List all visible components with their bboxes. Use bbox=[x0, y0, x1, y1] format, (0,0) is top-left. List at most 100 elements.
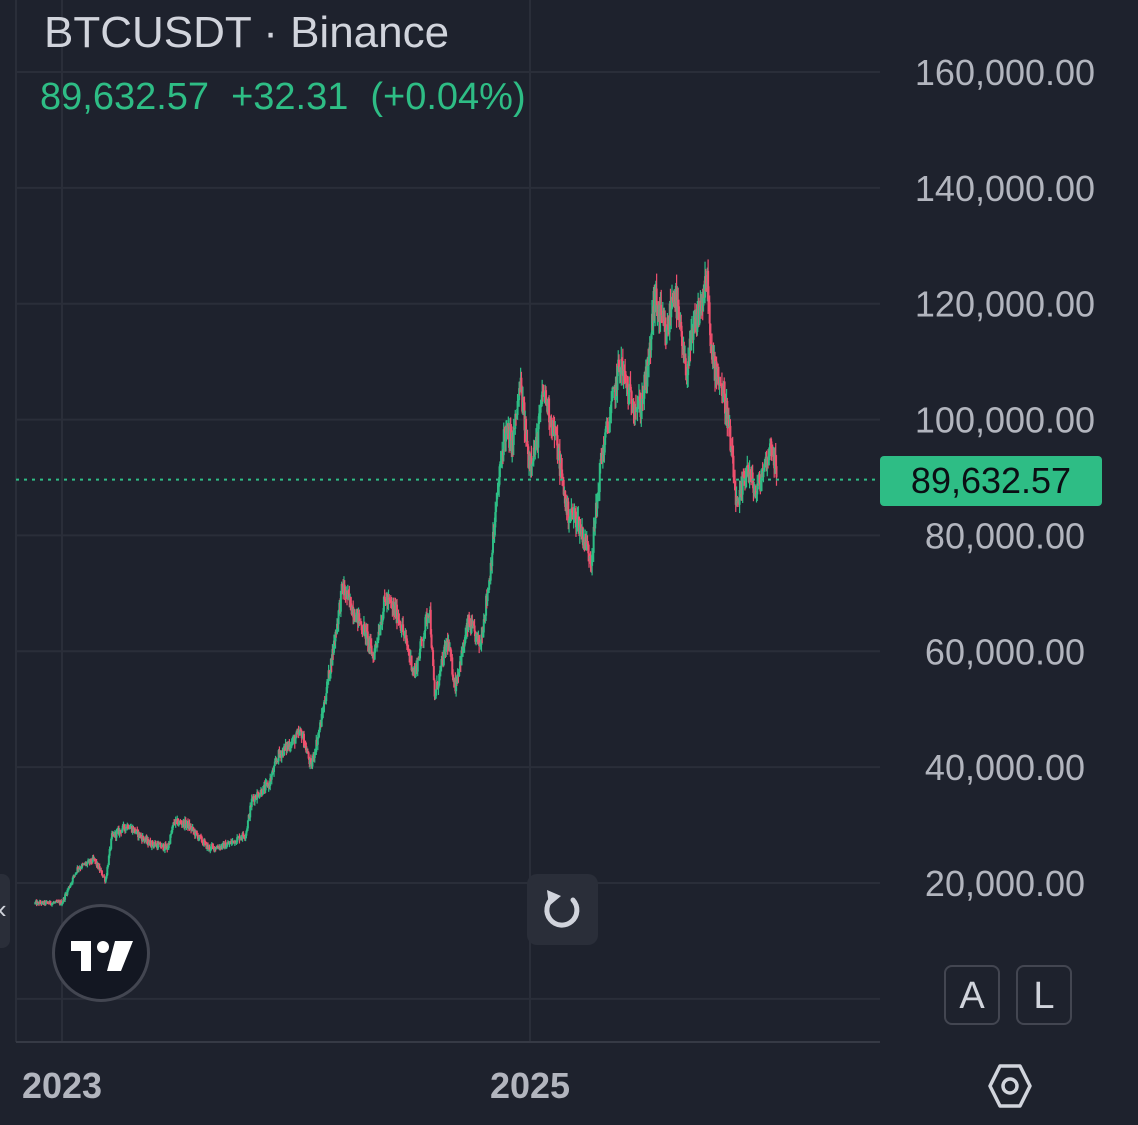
candle-body bbox=[774, 454, 777, 467]
candle-body bbox=[731, 448, 734, 456]
auto-scale-button[interactable]: A bbox=[944, 965, 1000, 1025]
candle-body bbox=[316, 737, 319, 745]
candle-body bbox=[472, 624, 475, 626]
candle-body bbox=[707, 270, 710, 300]
candle-body bbox=[419, 638, 422, 649]
candle-body bbox=[105, 875, 108, 879]
candle-body bbox=[638, 396, 641, 400]
log-scale-button[interactable]: L bbox=[1016, 965, 1072, 1025]
candle-body bbox=[39, 901, 42, 904]
candle-body bbox=[372, 653, 375, 658]
price-tick-label: 20,000.00 bbox=[925, 863, 1085, 904]
candle-body bbox=[496, 492, 499, 494]
candle-body bbox=[80, 864, 83, 868]
candle-body bbox=[195, 830, 198, 833]
candle-body bbox=[226, 844, 229, 847]
candle-body bbox=[64, 894, 67, 900]
candle-body bbox=[665, 327, 668, 344]
candle-body bbox=[627, 387, 630, 404]
candle-body bbox=[623, 369, 626, 371]
price-axis[interactable]: 20,000.00 40,000.00 60,000.00 80,000.00 100,… bbox=[915, 52, 1095, 904]
candle-body bbox=[66, 890, 69, 895]
candle-body bbox=[468, 615, 471, 624]
candle-body bbox=[499, 461, 502, 465]
candle-body bbox=[346, 590, 349, 598]
candle-body bbox=[100, 870, 103, 876]
candle-body bbox=[243, 837, 246, 839]
candle-body bbox=[576, 517, 579, 525]
candle-body bbox=[568, 520, 571, 523]
candle-body bbox=[283, 746, 286, 756]
candle-body bbox=[379, 629, 382, 635]
candle-body bbox=[594, 502, 597, 518]
candle-body bbox=[634, 407, 637, 416]
candle-body bbox=[407, 649, 410, 651]
candle-body bbox=[634, 407, 637, 411]
candle-body bbox=[670, 308, 673, 318]
candle-body bbox=[382, 597, 385, 612]
symbol-title[interactable]: BTCUSDT · Binance bbox=[44, 8, 450, 57]
candle-body bbox=[166, 846, 169, 850]
candle-body bbox=[80, 867, 83, 869]
candle-body bbox=[153, 844, 156, 847]
candle-body bbox=[157, 843, 160, 849]
candle-body bbox=[668, 303, 671, 333]
candle-body bbox=[491, 531, 494, 553]
candle-body bbox=[309, 759, 312, 763]
candle-body bbox=[101, 875, 104, 877]
time-axis[interactable]: 2023 2025 bbox=[22, 1065, 570, 1106]
candle-body bbox=[135, 829, 138, 833]
candle-body bbox=[514, 413, 517, 429]
candle-body bbox=[387, 597, 390, 605]
candle-body bbox=[432, 665, 435, 681]
candle-body bbox=[334, 631, 337, 642]
candle-body bbox=[498, 464, 501, 478]
candle-body bbox=[249, 805, 252, 818]
candle-body bbox=[213, 847, 216, 851]
candle-body bbox=[460, 650, 463, 666]
candle-body bbox=[133, 828, 136, 833]
candle-body bbox=[754, 490, 757, 497]
scroll-left-button[interactable]: ‹ bbox=[0, 874, 10, 948]
candle-body bbox=[732, 455, 735, 478]
candle-body bbox=[422, 636, 425, 642]
candle-body bbox=[73, 875, 76, 877]
candle-body bbox=[74, 872, 77, 875]
candle-body bbox=[696, 314, 699, 332]
candle-body bbox=[724, 413, 727, 415]
candle-body bbox=[567, 501, 570, 523]
candle-body bbox=[604, 426, 607, 433]
candle-body bbox=[621, 361, 624, 376]
candle-body bbox=[548, 398, 551, 423]
candle-body bbox=[200, 836, 203, 842]
candle-body bbox=[90, 862, 93, 864]
candle-body bbox=[109, 848, 112, 850]
candle-body bbox=[598, 463, 601, 493]
candle-body bbox=[498, 477, 501, 487]
candle-body bbox=[236, 837, 239, 839]
tradingview-logo-button[interactable] bbox=[52, 904, 150, 1002]
candle-body bbox=[326, 681, 329, 683]
candle-body bbox=[512, 428, 515, 445]
candle-body bbox=[770, 438, 773, 449]
candle-body bbox=[250, 798, 253, 807]
settings-hexagon-icon[interactable] bbox=[984, 1060, 1036, 1112]
candle-body bbox=[321, 713, 324, 715]
candle-body bbox=[339, 590, 342, 612]
candle-body bbox=[67, 886, 70, 890]
candle-body bbox=[630, 390, 633, 404]
candle-body bbox=[373, 648, 376, 660]
candle-body bbox=[561, 469, 564, 479]
reset-chart-button[interactable] bbox=[527, 874, 598, 945]
candle-body bbox=[181, 824, 184, 826]
candle-body bbox=[171, 825, 174, 831]
candle-body bbox=[292, 737, 295, 742]
candle-body bbox=[121, 825, 124, 831]
candle-body bbox=[730, 447, 733, 449]
candle-body bbox=[468, 623, 471, 626]
candle-body bbox=[398, 619, 401, 621]
candle-body bbox=[710, 345, 713, 360]
candle-body bbox=[770, 448, 773, 450]
candle-body bbox=[684, 358, 687, 376]
